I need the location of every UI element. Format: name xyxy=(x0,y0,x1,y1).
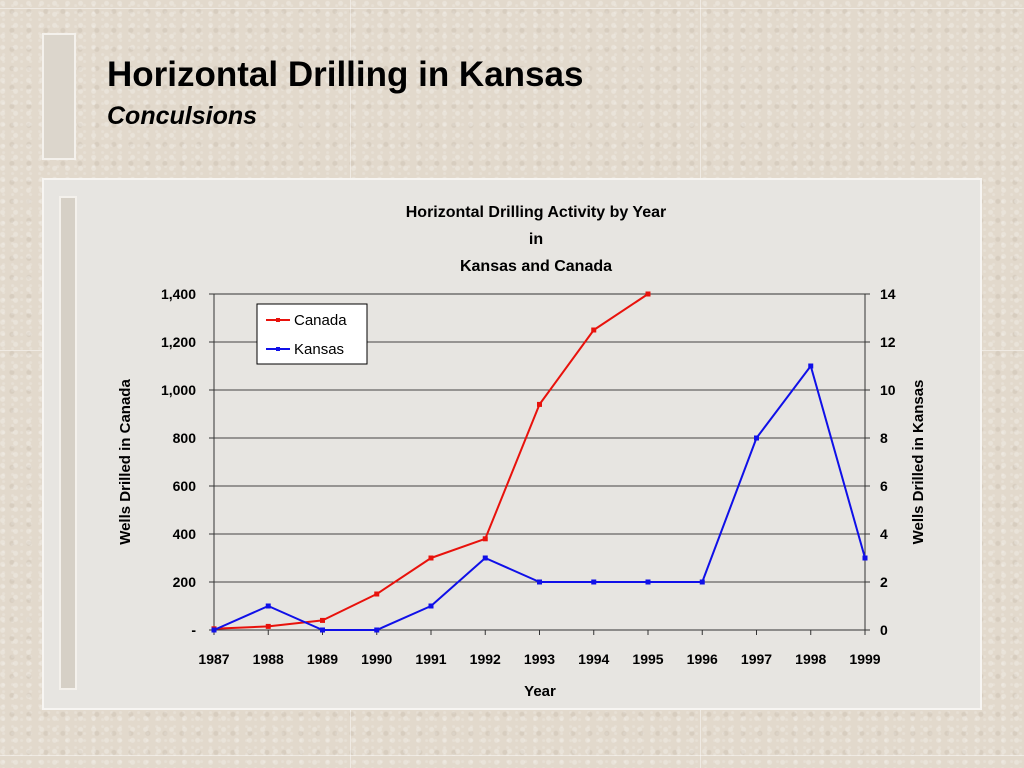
data-point-canada xyxy=(428,555,434,561)
y-tick-label-right: 4 xyxy=(880,526,888,542)
data-point-kansas xyxy=(808,363,814,369)
data-point-kansas xyxy=(537,579,542,585)
data-point-canada xyxy=(591,327,597,333)
y-tick-label-right: 14 xyxy=(880,286,896,302)
data-point-kansas xyxy=(374,627,380,633)
legend: Canada Kansas xyxy=(256,303,368,365)
chart-title-line-2: in xyxy=(529,231,543,248)
x-tick-label: 1997 xyxy=(741,651,772,667)
gridlines xyxy=(214,341,865,583)
y-tick-label-left: 200 xyxy=(173,574,197,590)
data-point-kansas xyxy=(699,579,705,585)
y-tick-label-left: 400 xyxy=(173,526,197,542)
data-point-canada xyxy=(537,401,542,407)
y-tick-label-left: 1,200 xyxy=(161,334,196,350)
y-axis-left-label: Wells Drilled in Canada xyxy=(117,379,134,545)
y-tick-label-right: 10 xyxy=(880,382,896,398)
legend-marker-kansas xyxy=(276,347,280,351)
x-tick-label: 1998 xyxy=(795,651,826,667)
chart-title-line-3: Kansas and Canada xyxy=(460,258,612,275)
x-tick-label: 1991 xyxy=(415,651,446,667)
y-tick-label-right: 6 xyxy=(880,478,888,494)
y-axis-right-label: Wells Drilled in Kansas xyxy=(910,380,927,545)
x-axis-ticks: 1987 1988 1989 1990 1991 1992 1993 1994 1995 1996… xyxy=(198,630,881,667)
x-tick-label: 1999 xyxy=(849,651,880,667)
y-tick-label-right: 12 xyxy=(880,334,896,350)
x-tick-label: 1994 xyxy=(578,651,609,667)
texture-line xyxy=(0,8,1024,9)
data-point-kansas xyxy=(754,435,759,441)
y-tick-label-right: 8 xyxy=(880,430,888,446)
legend-marker-canada xyxy=(276,318,280,322)
x-tick-label: 1992 xyxy=(470,651,501,667)
y-tick-label-left: - xyxy=(191,622,196,638)
data-point-kansas xyxy=(211,627,217,633)
chart-accent-bar xyxy=(59,196,77,690)
data-point-kansas xyxy=(645,579,651,585)
data-point-kansas xyxy=(265,603,271,609)
x-tick-label: 1996 xyxy=(687,651,718,667)
x-tick-label: 1995 xyxy=(632,651,663,667)
title-accent-bar xyxy=(42,33,76,160)
x-tick-label: 1989 xyxy=(307,651,338,667)
data-point-kansas xyxy=(591,579,597,585)
series-layer xyxy=(211,291,868,633)
slide-title: Horizontal Drilling in Kansas xyxy=(107,55,584,94)
data-point-canada xyxy=(374,591,380,597)
legend-label-canada: Canada xyxy=(294,312,347,329)
y-axis-left-ticks: - 200 400 600 800 1,000 1,200 1,400 xyxy=(161,286,214,638)
x-tick-label: 1987 xyxy=(198,651,229,667)
data-point-kansas xyxy=(428,603,434,609)
x-tick-label: 1990 xyxy=(361,651,392,667)
y-tick-label-left: 600 xyxy=(173,478,197,494)
y-tick-label-left: 1,000 xyxy=(161,382,196,398)
y-tick-label-left: 800 xyxy=(173,430,197,446)
data-point-canada xyxy=(645,291,651,297)
chart-title-line-1: Horizontal Drilling Activity by Year xyxy=(406,204,667,221)
legend-box xyxy=(256,303,368,365)
data-point-canada xyxy=(482,536,488,542)
x-tick-label: 1993 xyxy=(524,651,555,667)
x-tick-label: 1988 xyxy=(253,651,284,667)
y-tick-label-left: 1,400 xyxy=(161,286,196,302)
data-point-canada xyxy=(320,617,325,623)
data-point-kansas xyxy=(320,627,325,633)
y-axis-right-ticks: 0 2 4 6 8 10 12 14 xyxy=(865,286,896,638)
y-tick-label-right: 0 xyxy=(880,622,888,638)
texture-line xyxy=(0,755,1024,756)
y-tick-label-right: 2 xyxy=(880,574,888,590)
chart-panel xyxy=(42,178,982,710)
slide-subtitle: Conculsions xyxy=(107,102,258,130)
data-point-kansas xyxy=(862,555,868,561)
legend-label-kansas: Kansas xyxy=(294,341,344,358)
x-axis-label: Year xyxy=(524,683,556,700)
data-point-kansas xyxy=(482,555,488,561)
data-point-canada xyxy=(265,623,271,629)
